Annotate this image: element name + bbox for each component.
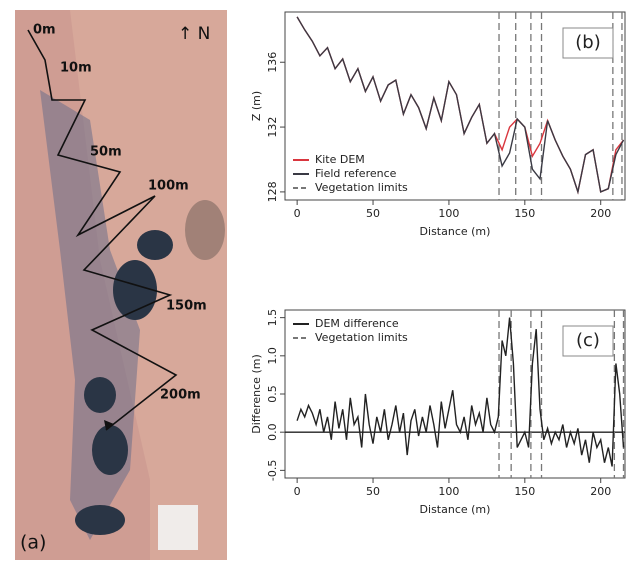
distance-label: 10m	[60, 61, 92, 76]
x-tick-label: 50	[366, 207, 380, 220]
x-tick-label: 0	[294, 485, 301, 498]
distance-label: 150m	[166, 299, 207, 314]
legend-label: DEM difference	[315, 317, 399, 330]
path-arrow	[104, 420, 114, 430]
y-tick-label: -0.5	[266, 460, 279, 481]
y-tick-label: 136	[266, 52, 279, 73]
data-line	[296, 16, 625, 195]
tree	[92, 425, 128, 475]
north-arrow: ↑ N	[178, 24, 210, 44]
y-tick-label: 1.0	[266, 347, 279, 365]
x-tick-label: 0	[294, 207, 301, 220]
plot-frame	[284, 11, 626, 201]
tree	[75, 505, 125, 535]
panel-label: (b)	[575, 32, 600, 53]
x-axis-label: Distance (m)	[420, 503, 491, 516]
tree	[137, 230, 173, 260]
panel-label-box	[562, 27, 614, 59]
y-tick-label: 0.0	[266, 423, 279, 441]
x-tick-label: 200	[590, 207, 611, 220]
legend-label: Kite DEM	[315, 153, 365, 166]
x-tick-label: 200	[590, 485, 611, 498]
distance-label: 0m	[33, 23, 56, 38]
y-tick-label: 0.5	[266, 385, 279, 403]
legend-label: Vegetation limits	[315, 331, 408, 344]
x-tick-label: 150	[514, 485, 535, 498]
panel-label-box	[562, 325, 614, 357]
x-tick-label: 100	[438, 485, 459, 498]
data-line	[296, 317, 625, 467]
legend-label: Vegetation limits	[315, 181, 408, 194]
legend-label: Field reference	[315, 167, 397, 180]
distance-label: 100m	[148, 179, 189, 194]
aerial-image: 0m 10m 50m 100m 150m 200m ↑ N (a)	[15, 10, 227, 560]
panel-label: (a)	[20, 532, 46, 554]
y-axis-label: Difference (m)	[250, 354, 263, 434]
building	[158, 505, 198, 550]
y-axis-label: Z (m)	[250, 91, 263, 121]
transect-path	[27, 29, 178, 431]
shrub	[185, 200, 225, 260]
x-tick-label: 100	[438, 207, 459, 220]
x-tick-label: 50	[366, 485, 380, 498]
distance-label: 200m	[160, 388, 201, 403]
y-tick-label: 128	[266, 181, 279, 202]
panel-label: (c)	[576, 330, 600, 351]
y-tick-label: 1.5	[266, 309, 279, 327]
x-axis-label: Distance (m)	[420, 225, 491, 238]
y-tick-label: 132	[266, 117, 279, 138]
tree	[84, 377, 116, 413]
x-tick-label: 150	[514, 207, 535, 220]
distance-label: 50m	[90, 145, 122, 160]
